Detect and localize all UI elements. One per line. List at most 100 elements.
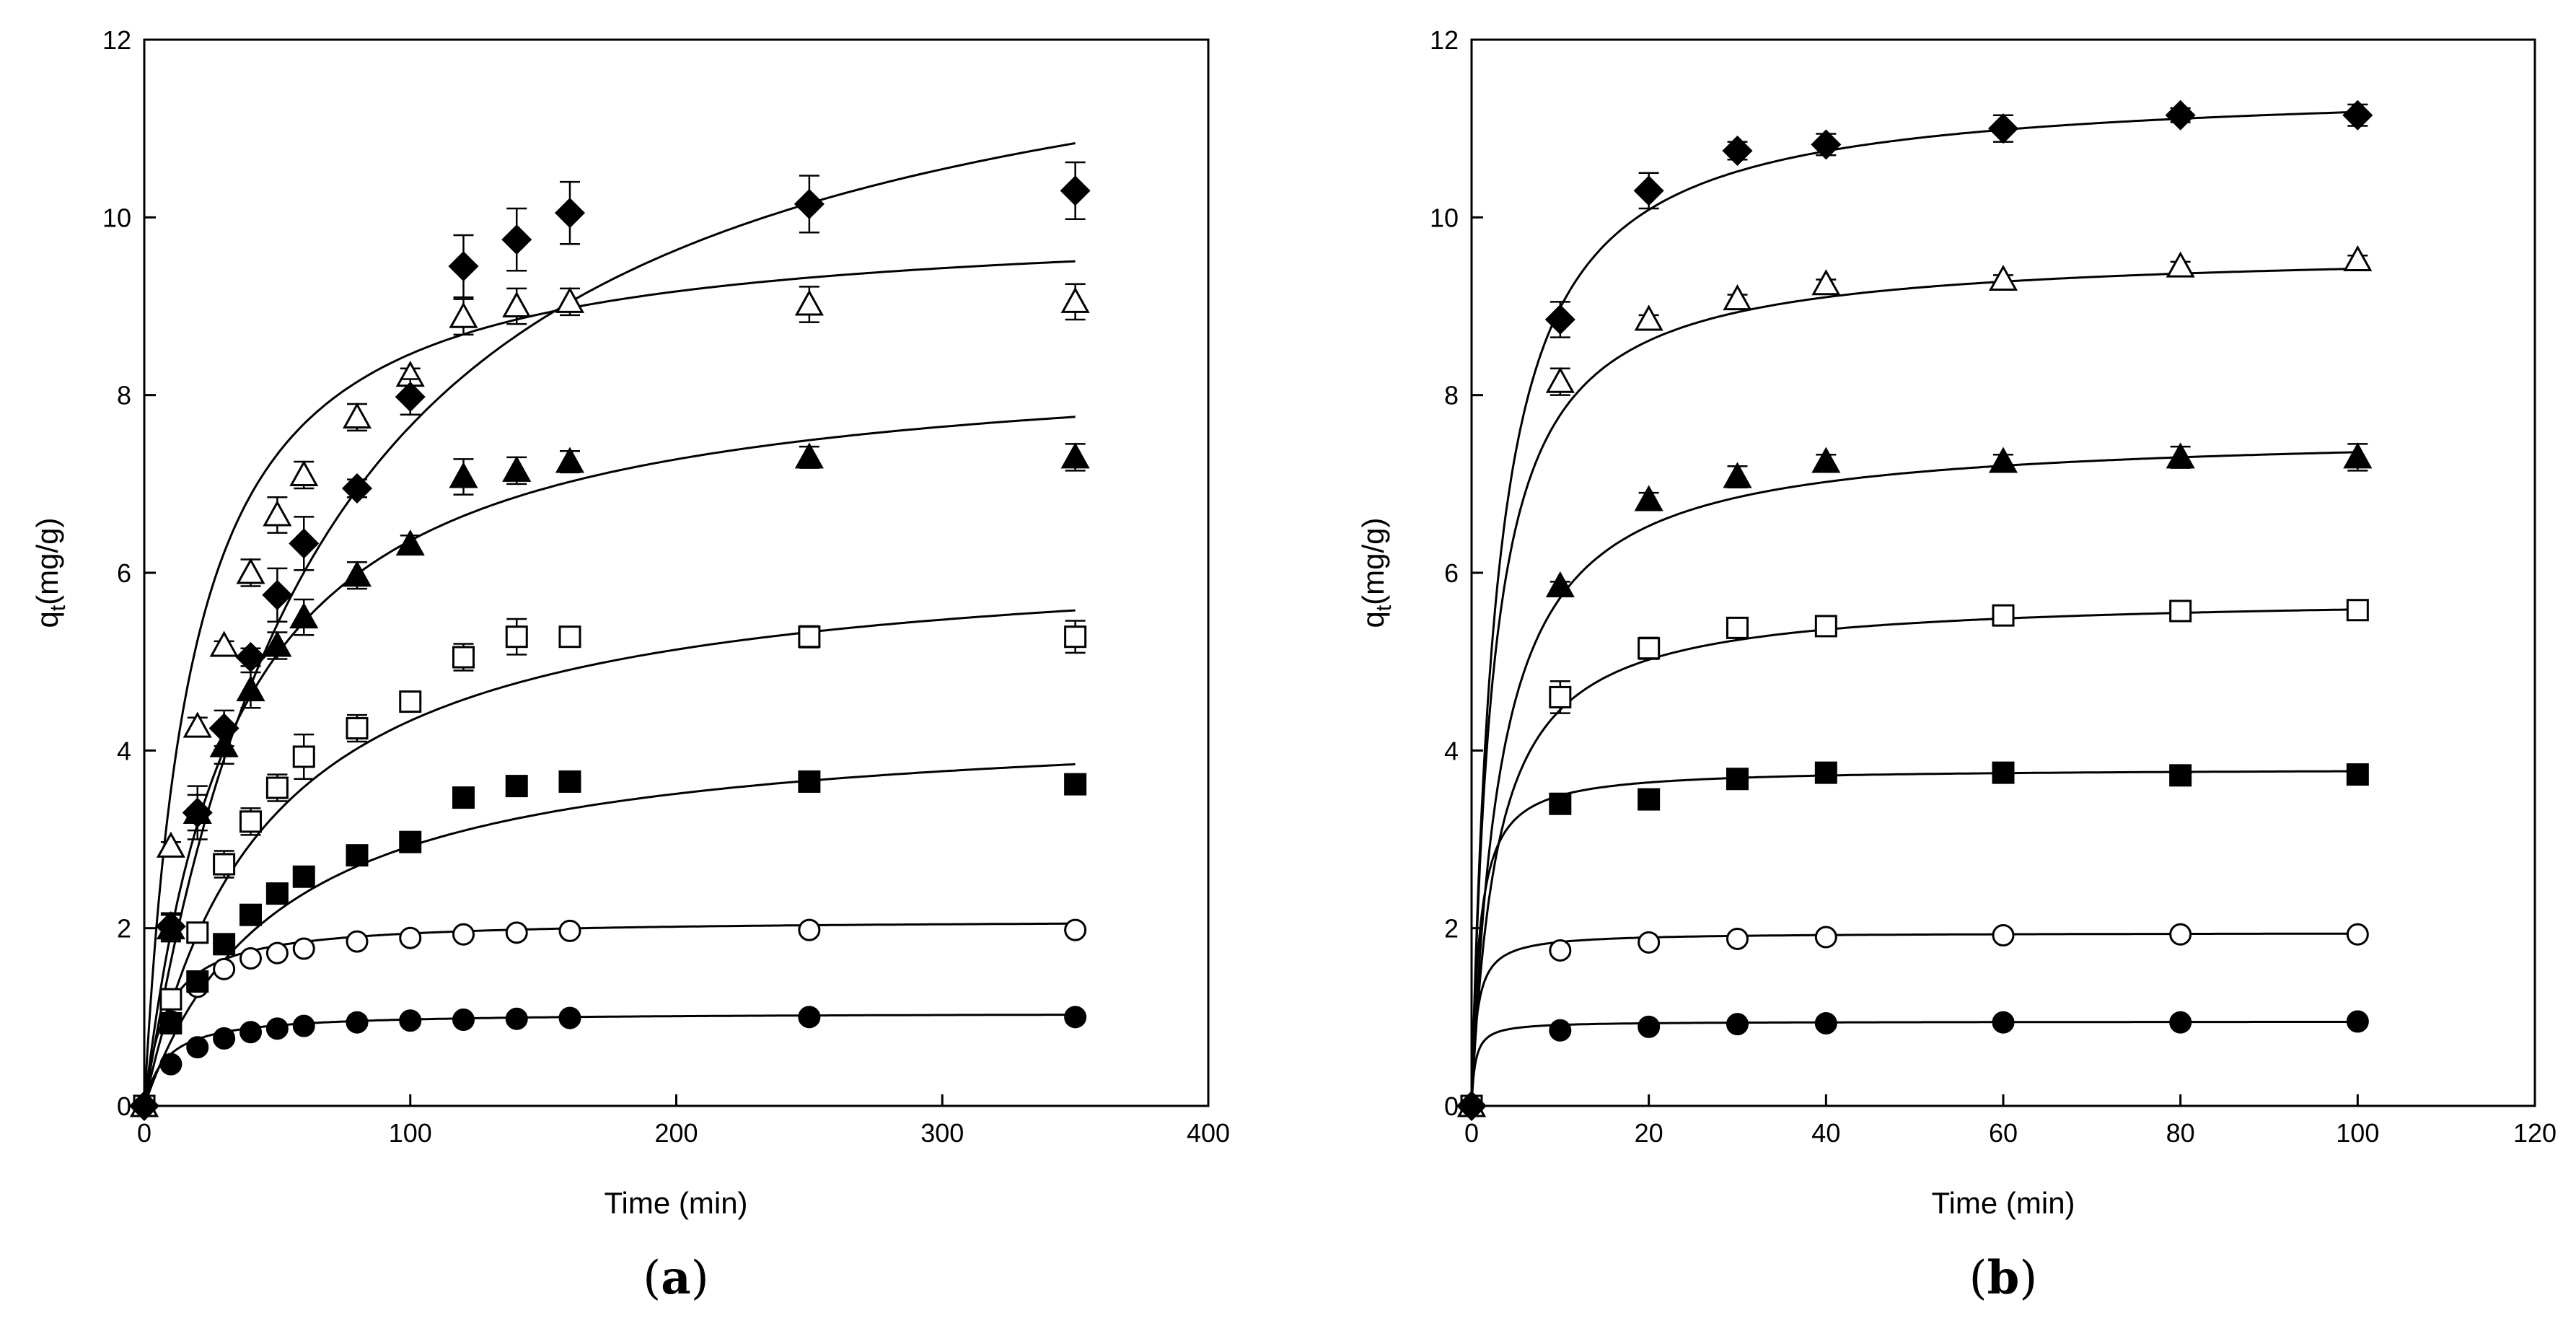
data-point-open-triangle	[342, 402, 372, 429]
data-point-filled-triangle	[794, 442, 824, 469]
data-point-filled-circle	[1549, 1019, 1572, 1042]
data-point-open-triangle	[263, 500, 292, 527]
data-point-filled-diamond	[448, 251, 479, 282]
data-point-filled-square	[239, 903, 262, 926]
fit-curve-open-circle	[1470, 932, 2358, 1107]
data-point-filled-square	[292, 865, 315, 888]
y-axis-label-b: qt(mg/g)	[1356, 517, 1396, 628]
fit-curve-open-triangle	[143, 260, 1076, 1107]
y-tick-label: 6	[117, 558, 131, 588]
data-point-filled-square	[1726, 768, 1749, 791]
data-point-filled-triangle	[342, 561, 372, 587]
data-point-open-triangle	[1060, 286, 1090, 313]
data-point-open-circle	[505, 921, 528, 944]
data-point-open-square	[159, 988, 183, 1011]
data-point-filled-square	[558, 770, 581, 793]
data-point-filled-circle	[1638, 1015, 1661, 1038]
data-point-filled-diamond	[1060, 175, 1091, 206]
data-point-filled-square	[1814, 761, 1837, 784]
data-point-open-triangle	[289, 460, 319, 487]
data-point-filled-circle	[399, 1009, 422, 1032]
data-point-open-circle	[798, 918, 821, 941]
panel-label-a: (a)	[643, 1251, 708, 1305]
data-point-filled-circle	[292, 1014, 315, 1037]
data-point-filled-circle	[346, 1011, 369, 1034]
y-tick-label: 6	[1444, 558, 1459, 588]
data-point-filled-square	[186, 970, 209, 993]
data-point-filled-circle	[452, 1009, 475, 1032]
data-point-filled-square	[452, 786, 475, 809]
x-tick-label: 120	[2513, 1118, 2557, 1148]
data-point-open-square	[346, 717, 369, 740]
data-point-open-circle	[1638, 931, 1661, 954]
data-points-b	[1456, 100, 2373, 1122]
data-point-open-circle	[558, 919, 581, 942]
y-axis-label-unit-a: (mg/g)	[30, 517, 64, 605]
data-point-filled-diamond	[1633, 175, 1664, 206]
data-point-open-triangle	[183, 711, 212, 738]
data-point-open-triangle	[236, 558, 265, 584]
data-point-open-circle	[213, 957, 236, 980]
data-point-filled-triangle	[1545, 571, 1575, 597]
data-point-filled-diamond	[395, 382, 426, 413]
data-point-filled-circle	[265, 1017, 289, 1040]
data-point-open-triangle	[449, 302, 478, 328]
panel-label-letter-b: b	[1987, 1251, 2020, 1305]
x-tick-label: 60	[1989, 1118, 2018, 1148]
data-point-filled-triangle	[289, 602, 319, 629]
data-points-a	[128, 161, 1091, 1122]
data-point-filled-diamond	[794, 188, 825, 219]
data-point-filled-diamond	[262, 579, 293, 610]
panel-label-letter-a: a	[661, 1251, 690, 1305]
data-point-open-square	[505, 625, 528, 649]
data-point-open-triangle	[1723, 284, 1752, 311]
panel-a: 0 100 200 300 400 0 2 4 6 8 10 12 Time (min) qt(mg/…	[30, 25, 1230, 1305]
data-point-filled-square	[1549, 792, 1572, 815]
data-point-filled-diamond	[1987, 113, 2019, 144]
data-point-filled-diamond	[1722, 135, 1753, 166]
data-point-open-circle	[1814, 926, 1837, 949]
data-point-filled-diamond	[182, 797, 213, 828]
data-point-open-triangle	[1545, 366, 1575, 393]
data-point-open-square	[798, 625, 821, 649]
data-point-filled-circle	[2346, 1010, 2369, 1033]
data-point-open-square	[2169, 599, 2192, 623]
data-point-open-triangle	[2166, 251, 2195, 278]
fit-curve-filled-triangle	[1470, 451, 2358, 1107]
data-point-filled-circle	[1726, 1013, 1749, 1036]
x-tick-label: 400	[1187, 1118, 1230, 1148]
data-point-filled-triangle	[1723, 462, 1752, 488]
data-point-open-circle	[399, 926, 422, 949]
data-point-open-circle	[265, 941, 289, 965]
x-tick-label: 100	[2336, 1118, 2379, 1148]
data-point-filled-diamond	[341, 473, 373, 504]
x-tick-label: 80	[2166, 1118, 2195, 1148]
y-tick-label: 0	[117, 1091, 131, 1121]
data-point-open-square	[213, 853, 236, 876]
x-axis-label-b: Time (min)	[1931, 1186, 2075, 1220]
data-point-open-square	[265, 776, 289, 799]
data-point-filled-square	[2346, 763, 2369, 786]
data-point-filled-square	[505, 775, 528, 798]
data-point-filled-diamond	[1456, 1090, 1487, 1122]
data-point-open-square	[2346, 599, 2369, 622]
data-point-filled-square	[159, 1011, 183, 1034]
data-point-filled-circle	[1064, 1006, 1087, 1029]
y-axis-label-unit-b: (mg/g)	[1356, 517, 1390, 605]
fit-curve-filled-square	[1470, 770, 2358, 1107]
data-point-open-circle	[1549, 939, 1572, 962]
data-point-filled-circle	[1814, 1011, 1837, 1034]
data-point-open-circle	[452, 923, 475, 946]
data-point-open-square	[399, 690, 422, 713]
data-point-open-triangle	[209, 631, 239, 657]
data-point-open-square	[1814, 615, 1837, 638]
x-tick-label: 0	[137, 1118, 151, 1148]
data-point-filled-triangle	[2166, 442, 2195, 469]
data-point-filled-triangle	[263, 631, 292, 657]
y-tick-label: 2	[117, 914, 131, 944]
y-axis-label-sub-b: t	[1372, 605, 1396, 611]
data-point-open-square	[1992, 604, 2015, 627]
fit-curve-filled-diamond	[1470, 110, 2358, 1107]
data-point-filled-circle	[1992, 1011, 2015, 1034]
